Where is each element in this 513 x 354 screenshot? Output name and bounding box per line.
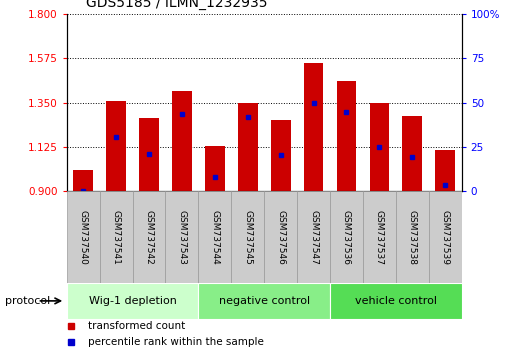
Bar <box>199 191 231 283</box>
Text: GDS5185 / ILMN_1232935: GDS5185 / ILMN_1232935 <box>86 0 268 10</box>
Bar <box>369 103 389 191</box>
Text: transformed count: transformed count <box>88 321 186 331</box>
Text: GSM737540: GSM737540 <box>78 210 88 265</box>
Bar <box>297 191 330 283</box>
Bar <box>67 191 100 283</box>
Text: GSM737547: GSM737547 <box>309 210 318 265</box>
Text: Wig-1 depletion: Wig-1 depletion <box>89 296 176 306</box>
Text: GSM737539: GSM737539 <box>441 210 450 265</box>
Bar <box>402 116 422 191</box>
Bar <box>271 120 290 191</box>
Text: vehicle control: vehicle control <box>355 296 437 306</box>
Text: GSM737544: GSM737544 <box>210 210 220 264</box>
Bar <box>231 191 264 283</box>
Text: GSM737545: GSM737545 <box>243 210 252 265</box>
Bar <box>106 101 126 191</box>
Bar <box>172 91 192 191</box>
Bar <box>429 191 462 283</box>
Text: GSM737546: GSM737546 <box>276 210 285 265</box>
Bar <box>396 191 429 283</box>
Text: GSM737536: GSM737536 <box>342 210 351 265</box>
Bar <box>199 283 330 319</box>
Text: GSM737541: GSM737541 <box>111 210 121 265</box>
Text: GSM737537: GSM737537 <box>375 210 384 265</box>
Text: GSM737538: GSM737538 <box>408 210 417 265</box>
Bar <box>330 283 462 319</box>
Bar <box>165 191 199 283</box>
Text: protocol: protocol <box>5 296 50 306</box>
Text: percentile rank within the sample: percentile rank within the sample <box>88 337 264 347</box>
Bar <box>337 81 357 191</box>
Bar <box>436 150 455 191</box>
Bar <box>73 170 93 191</box>
Bar <box>100 191 132 283</box>
Bar <box>304 63 323 191</box>
Bar <box>132 191 165 283</box>
Bar <box>205 146 225 191</box>
Bar <box>264 191 297 283</box>
Text: negative control: negative control <box>219 296 310 306</box>
Bar <box>238 103 258 191</box>
Text: GSM737543: GSM737543 <box>177 210 186 265</box>
Text: GSM737542: GSM737542 <box>145 210 153 264</box>
Bar <box>139 118 159 191</box>
Bar <box>363 191 396 283</box>
Bar <box>67 283 199 319</box>
Bar <box>330 191 363 283</box>
